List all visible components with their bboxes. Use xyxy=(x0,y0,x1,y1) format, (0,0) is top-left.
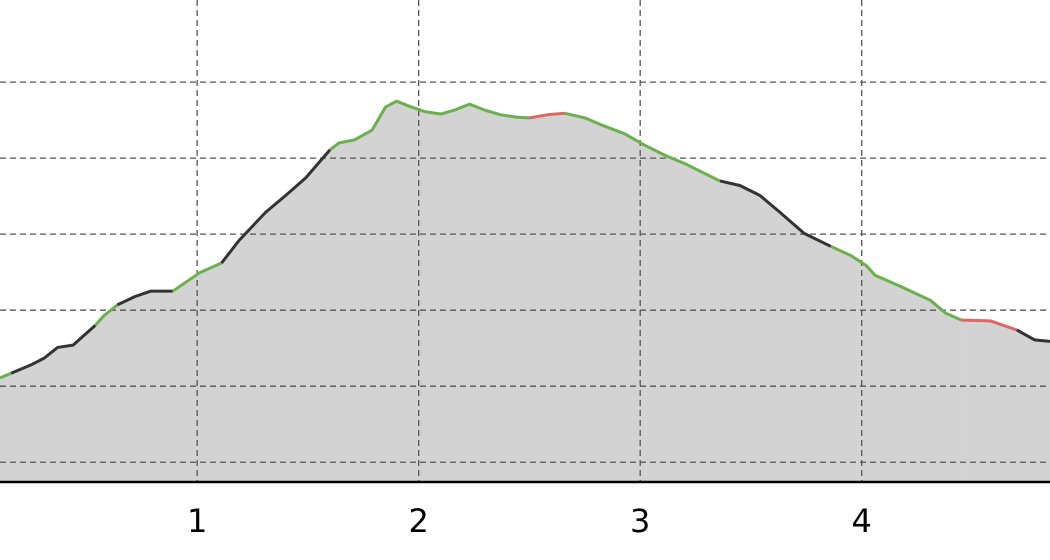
area-fill xyxy=(329,100,530,483)
area-fill xyxy=(830,245,962,483)
area-fill xyxy=(10,324,96,483)
profile-line xyxy=(220,148,332,264)
x-tick-label: 3 xyxy=(630,502,650,540)
area-fill xyxy=(719,180,832,483)
area-fill xyxy=(0,372,12,483)
profile-line xyxy=(0,371,12,380)
area-fill xyxy=(94,303,118,483)
x-tick-label: 2 xyxy=(408,502,428,540)
profile-line xyxy=(1016,328,1050,343)
profile-line xyxy=(171,261,223,293)
profile-line xyxy=(116,289,173,307)
area-fill xyxy=(528,112,566,483)
layer xyxy=(0,99,1050,380)
profile-line xyxy=(961,318,1018,332)
area-fill xyxy=(960,319,1018,483)
profile-line xyxy=(529,111,566,120)
layer xyxy=(0,0,1050,482)
profile-line xyxy=(830,244,962,322)
area-fill xyxy=(1016,329,1050,483)
x-tick-label: 1 xyxy=(187,502,207,540)
profile-line xyxy=(564,111,721,183)
profile-line xyxy=(329,99,530,151)
area-fill xyxy=(221,148,331,483)
x-tick-label: 4 xyxy=(852,502,872,540)
profile-line xyxy=(10,324,97,375)
profile-line xyxy=(94,303,119,327)
profile-line xyxy=(719,179,832,248)
